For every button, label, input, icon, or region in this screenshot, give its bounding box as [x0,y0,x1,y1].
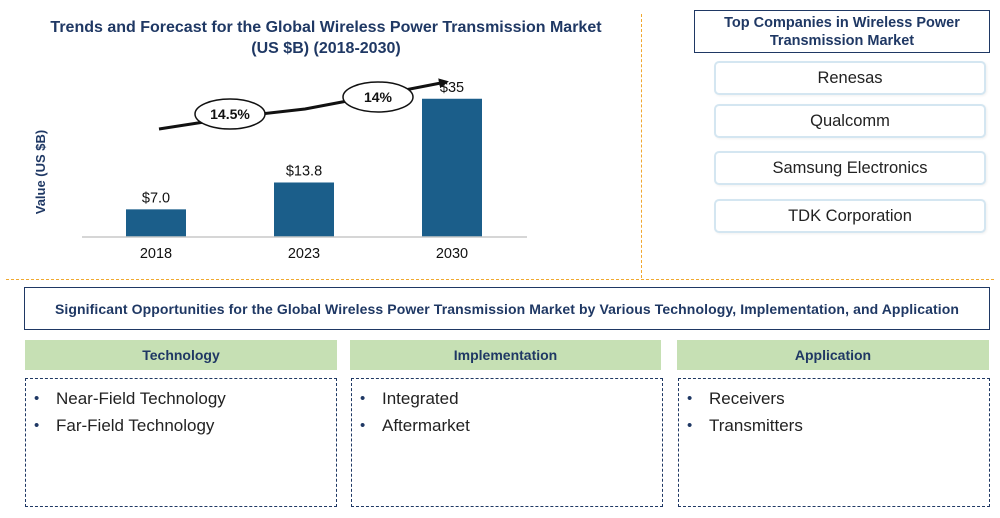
x-tick-label-2023: 2023 [288,246,320,262]
chart-title: Trends and Forecast for the Global Wirel… [40,17,612,59]
list-item: Near-Field Technology [34,385,326,412]
cagr-label-2: 14% [364,89,393,105]
y-axis-label: Value (US $B) [33,130,48,215]
category-header-application: Application [677,340,989,370]
list-item: Aftermarket [360,412,652,439]
bar-2023 [274,182,334,237]
chart-title-line-2: (US $B) (2018-2030) [251,40,401,57]
cagr-bubble-1 [194,98,266,130]
category-list-technology: Near-Field Technology Far-Field Technolo… [25,378,337,507]
bar-2018 [126,209,186,237]
company-renesas: Renesas [714,61,986,95]
list-item: Receivers [687,385,979,412]
category-list-implementation: Integrated Aftermarket [351,378,663,507]
opportunities-banner: Significant Opportunities for the Global… [24,287,990,330]
vertical-divider [641,14,642,278]
cagr-bubble-2 [342,81,414,113]
company-qualcomm: Qualcomm [714,104,986,138]
top-companies-title: Top Companies in Wireless Power Transmis… [694,10,990,53]
category-header-implementation: Implementation [350,340,661,370]
top-companies-title-line-2: Transmission Market [769,32,915,49]
x-tick-label-2030: 2030 [436,246,468,262]
company-tdk-corporation: TDK Corporation [714,199,986,233]
horizontal-divider [6,279,994,280]
x-tick-label-2018: 2018 [140,246,172,262]
top-companies-title-line-1: Top Companies in Wireless Power [724,14,960,31]
data-label-2023: $13.8 [286,163,322,179]
list-item: Integrated [360,385,652,412]
list-item: Transmitters [687,412,979,439]
bar-2030 [422,98,482,237]
cagr-label-1: 14.5% [210,106,250,122]
chart-title-line-1: Trends and Forecast for the Global Wirel… [50,19,602,36]
data-label-2018: $7.0 [142,190,170,206]
company-samsung-electronics: Samsung Electronics [714,151,986,185]
category-list-application: Receivers Transmitters [678,378,990,507]
market-bar-chart: Value (US $B) $7.0$13.8$35 2018 2023 2030 … [33,78,527,262]
category-header-technology: Technology [25,340,337,370]
list-item: Far-Field Technology [34,412,326,439]
